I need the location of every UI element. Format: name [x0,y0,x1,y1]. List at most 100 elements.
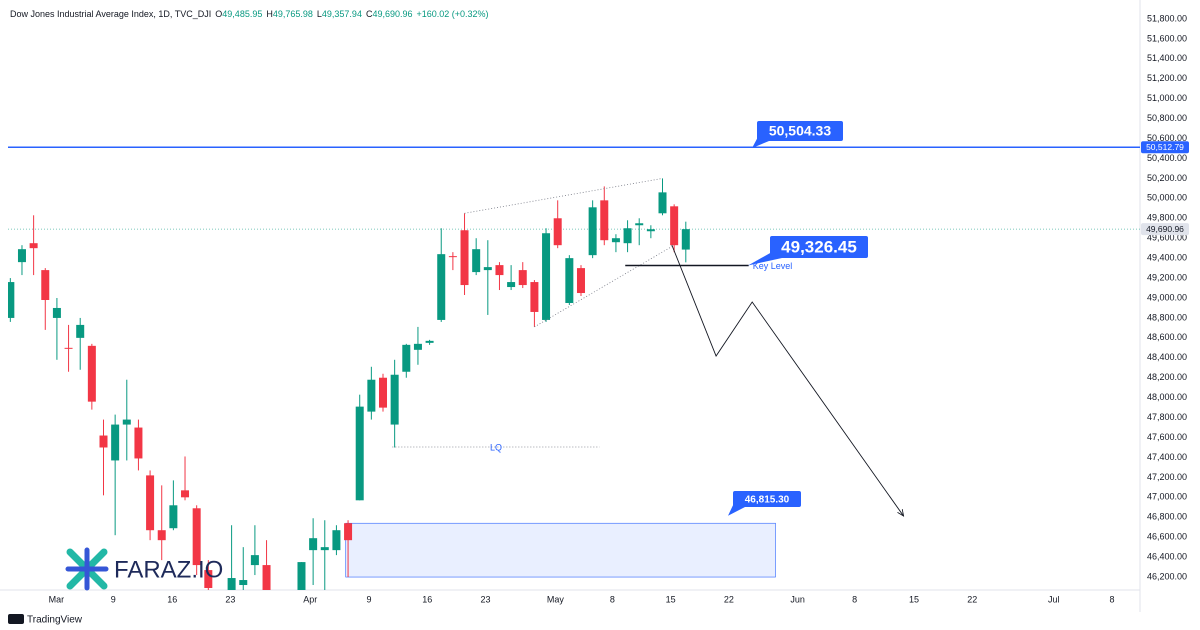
y-tick-label: 48,800.00 [1147,312,1187,322]
y-tick-label: 48,200.00 [1147,372,1187,382]
ohlc-value: 49,485.95 [222,9,263,19]
candle-body [553,218,562,246]
x-tick-label: 15 [909,594,919,604]
wedge-line [464,178,663,214]
callout-label: 50,504.33 [769,123,831,139]
y-tick-label: 47,000.00 [1147,492,1187,502]
y-tick-label: 48,400.00 [1147,352,1187,362]
ohlc-key: C [365,9,373,19]
candle-body [448,256,457,258]
candle-body [99,435,108,448]
x-tick-label: 8 [1110,594,1115,604]
y-tick-label: 49,600.00 [1147,233,1187,243]
candle-body [530,282,539,312]
y-tick-label: 47,400.00 [1147,452,1187,462]
x-tick-label: May [547,594,565,604]
x-tick-label: 9 [111,594,116,604]
candle-body [658,192,667,214]
resistance-axis-label-box [1141,141,1189,154]
y-tick-label: 51,400.00 [1147,53,1187,63]
price-callout: 46,815.30 [728,491,801,516]
ohlc-value: 49,357.94 [321,9,362,19]
candle-body [635,223,644,226]
callout-label: 46,815.30 [745,495,790,506]
y-tick-label: 50,600.00 [1147,133,1187,143]
candle-body [122,419,131,425]
candle-body [29,243,38,249]
ohlc-key: H [266,9,273,19]
candle-body [507,282,516,288]
x-tick-label: 16 [422,594,432,604]
y-tick-label: 46,600.00 [1147,532,1187,542]
x-tick-label: 8 [852,594,857,604]
candle-body [76,324,85,338]
candle-body [309,538,318,551]
ohlc-value: 49,765.98 [272,9,313,19]
y-tick-label: 47,600.00 [1147,432,1187,442]
y-tick-label: 51,200.00 [1147,73,1187,83]
candle-body [646,229,655,232]
y-tick-label: 51,600.00 [1147,33,1187,43]
x-tick-label: 8 [610,594,615,604]
y-tick-label: 46,200.00 [1147,571,1187,581]
x-tick-label: 23 [480,594,490,604]
ohlc-key: O [215,9,223,19]
candle-body [297,562,306,590]
candle-body [227,578,236,590]
y-tick-label: 49,200.00 [1147,272,1187,282]
candle-body [8,282,15,318]
candle-body [111,424,120,461]
candle-body [413,343,422,350]
y-tick-label: 51,800.00 [1147,13,1187,23]
candle-body [320,547,329,551]
candle-body [425,340,434,343]
candle-body [600,200,609,241]
logo: FARAZ.IO [65,547,223,591]
last-price-axis-label: 49,690.96 [1146,224,1184,234]
price-callout: 50,504.33 [752,121,843,149]
candle-body [390,374,399,425]
y-tick-label: 50,400.00 [1147,153,1187,163]
ohlc-key: L [316,9,322,19]
callout-box [757,121,843,141]
symbol-title: Dow Jones Industrial Average Index, 1D, … [10,9,212,19]
candle-body [367,379,376,412]
x-tick-label: 16 [167,594,177,604]
wedge-line [534,244,675,328]
candle-body [402,344,411,372]
callout-box [733,491,801,507]
callout-box [770,236,868,258]
candle-body [460,230,469,286]
candle-body [64,347,73,349]
y-tick-label: 46,800.00 [1147,512,1187,522]
candle-body [41,270,50,300]
candle-body [146,475,155,531]
price-change: +160.02 (+0.32%) [416,9,489,19]
plot-area: LQ Key Level [8,146,1140,590]
legend: Dow Jones Industrial Average Index, 1D, … [10,9,489,19]
candle-body [565,258,574,303]
logo-text: FARAZ.IO [114,556,223,583]
candle-body [169,505,178,529]
key-level-label: Key Level [753,261,793,271]
candle-body [332,530,341,551]
y-tick-label: 48,600.00 [1147,332,1187,342]
y-tick-label: 48,000.00 [1147,392,1187,402]
candle-body [518,270,527,286]
candle-body [472,249,481,273]
callout-pointer [752,135,769,149]
candle-body [542,233,551,320]
candle-body [437,254,446,320]
candle-body [355,406,364,501]
candle-body [379,377,388,408]
candle-body [670,206,679,246]
footer-text: TradingView [27,615,83,626]
x-tick-label: Mar [49,594,65,604]
x-tick-label: Jun [790,594,805,604]
candle-body [181,490,190,498]
footer-icon [8,614,24,624]
callout-label: 49,326.45 [781,237,857,256]
candle-body [250,555,259,566]
price-callout: 49,326.45 [748,236,868,266]
